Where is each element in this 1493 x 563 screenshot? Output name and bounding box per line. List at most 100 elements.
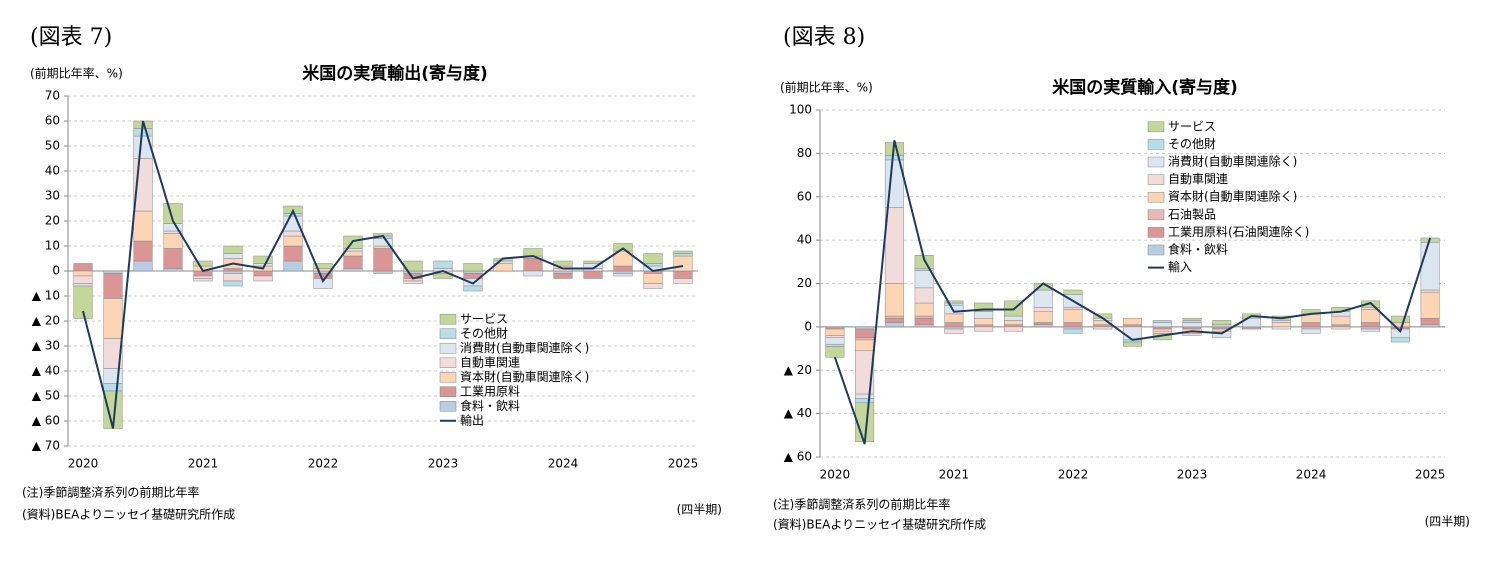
bar-segment	[1033, 311, 1053, 323]
bar-segment	[343, 250, 363, 257]
bar-segment	[613, 265, 633, 272]
bar-segment	[283, 235, 303, 247]
legend-swatch	[439, 372, 457, 383]
bar-segment	[884, 155, 904, 161]
bar-segment	[193, 275, 213, 279]
bar-segment	[223, 273, 243, 282]
y-tick-label: 0	[52, 264, 60, 278]
y-tick-label: ▲ 70	[32, 439, 60, 453]
bar-segment	[1361, 309, 1381, 323]
x-tick-label: 2024	[1296, 468, 1327, 482]
bar-segment	[1212, 330, 1232, 338]
line-series	[82, 120, 684, 429]
bar-segment	[613, 273, 633, 277]
y-tick-label: 0	[804, 319, 812, 333]
bar-segment	[1212, 324, 1232, 328]
y-tick-label: 20	[45, 214, 60, 228]
legend-label: 食料・飲料	[460, 398, 520, 413]
bar-segment	[1093, 326, 1113, 330]
bar-segment	[433, 260, 453, 269]
legend-swatch	[439, 328, 457, 339]
bar-segment	[433, 273, 453, 279]
bar-segment	[223, 270, 243, 274]
legend-label: 消費財(自動車関連除く)	[1168, 154, 1297, 169]
bar-segment	[1003, 320, 1023, 325]
x-tick-label: 2025	[1415, 468, 1446, 482]
y-tick-label: 30	[45, 189, 60, 203]
bar-segment	[1182, 320, 1202, 323]
bar-segment	[283, 230, 303, 237]
bar-segment	[1361, 326, 1381, 330]
bar-segment	[463, 263, 483, 272]
bar-segment	[825, 337, 845, 345]
bar-segment	[553, 270, 573, 274]
y-tick-label: ▲ 50	[32, 389, 60, 403]
bar-segment	[1123, 326, 1142, 341]
bar-segment	[1212, 320, 1232, 325]
line-series	[833, 140, 1432, 445]
y-tick-label: ▲ 10	[32, 289, 60, 303]
bar-segment	[523, 270, 543, 277]
y-tick-label: 70	[45, 89, 60, 103]
legend-label: その他財	[460, 325, 508, 340]
bar-segment	[583, 270, 603, 279]
bar-segment	[1361, 328, 1381, 332]
bar-segment	[914, 287, 934, 304]
bar-segment	[1420, 324, 1440, 328]
bar-segment	[914, 270, 934, 289]
legend-swatch	[1147, 156, 1165, 168]
y-axis-label: (前期比年率、%)	[30, 66, 123, 81]
bar-segment	[1063, 289, 1083, 295]
bar-segment	[884, 207, 904, 284]
bar-segment	[73, 285, 93, 319]
bar-segment	[855, 393, 875, 399]
bar-segment	[463, 270, 483, 274]
legend-label: 消費財(自動車関連除く)	[460, 340, 589, 355]
legend-label: 石油製品	[1168, 207, 1216, 221]
bar-segment	[163, 248, 183, 269]
bar-segment	[1420, 289, 1440, 293]
bar-segment	[313, 263, 333, 269]
legend-swatch	[1147, 121, 1165, 133]
y-tick-label: 60	[45, 114, 60, 128]
x-axis-label: (四半期)	[1425, 515, 1470, 529]
bar-segment	[673, 278, 693, 284]
bar-segment	[1033, 322, 1053, 325]
bar-segment	[1182, 317, 1202, 321]
bar-segment	[1152, 330, 1172, 334]
bar-segment	[944, 326, 964, 330]
x-tick-label: 2021	[188, 457, 219, 471]
bar-segment	[944, 300, 964, 304]
bar-segment	[103, 383, 123, 392]
figure-label: (図表 8)	[783, 25, 865, 50]
legend-label: 資本財(自動車関連除く)	[1168, 189, 1297, 204]
bar-segment	[1093, 324, 1113, 328]
bar-segment	[193, 278, 213, 282]
bar-segment	[103, 298, 123, 339]
bar-segment	[223, 253, 243, 259]
bar-segment	[855, 339, 875, 351]
bar-segment	[283, 260, 303, 272]
bar-segment	[1361, 322, 1381, 328]
y-tick-label: ▲ 60	[784, 450, 812, 464]
legend-label: 食料・飲料	[1168, 242, 1228, 257]
bar-segment	[283, 213, 303, 217]
bar-segment	[825, 343, 845, 347]
bar-segment	[1331, 326, 1351, 330]
bar-segment	[1390, 337, 1410, 343]
x-tick-label: 2020	[820, 468, 851, 482]
bar-segment	[1301, 328, 1321, 334]
bar-segment	[253, 275, 273, 282]
bar-segment	[343, 255, 363, 269]
x-tick-label: 2022	[1058, 468, 1089, 482]
bar-segment	[825, 326, 845, 330]
bar-segment	[1063, 326, 1083, 330]
bar-segment	[974, 326, 994, 332]
bar-segment	[1420, 317, 1440, 325]
bar-segment	[613, 243, 633, 252]
bar-segment	[1152, 328, 1172, 332]
bar-segment	[1271, 320, 1291, 323]
x-tick-label: 2020	[68, 457, 99, 471]
bar-segment	[825, 328, 845, 336]
legend-label: 輸出	[460, 412, 484, 427]
